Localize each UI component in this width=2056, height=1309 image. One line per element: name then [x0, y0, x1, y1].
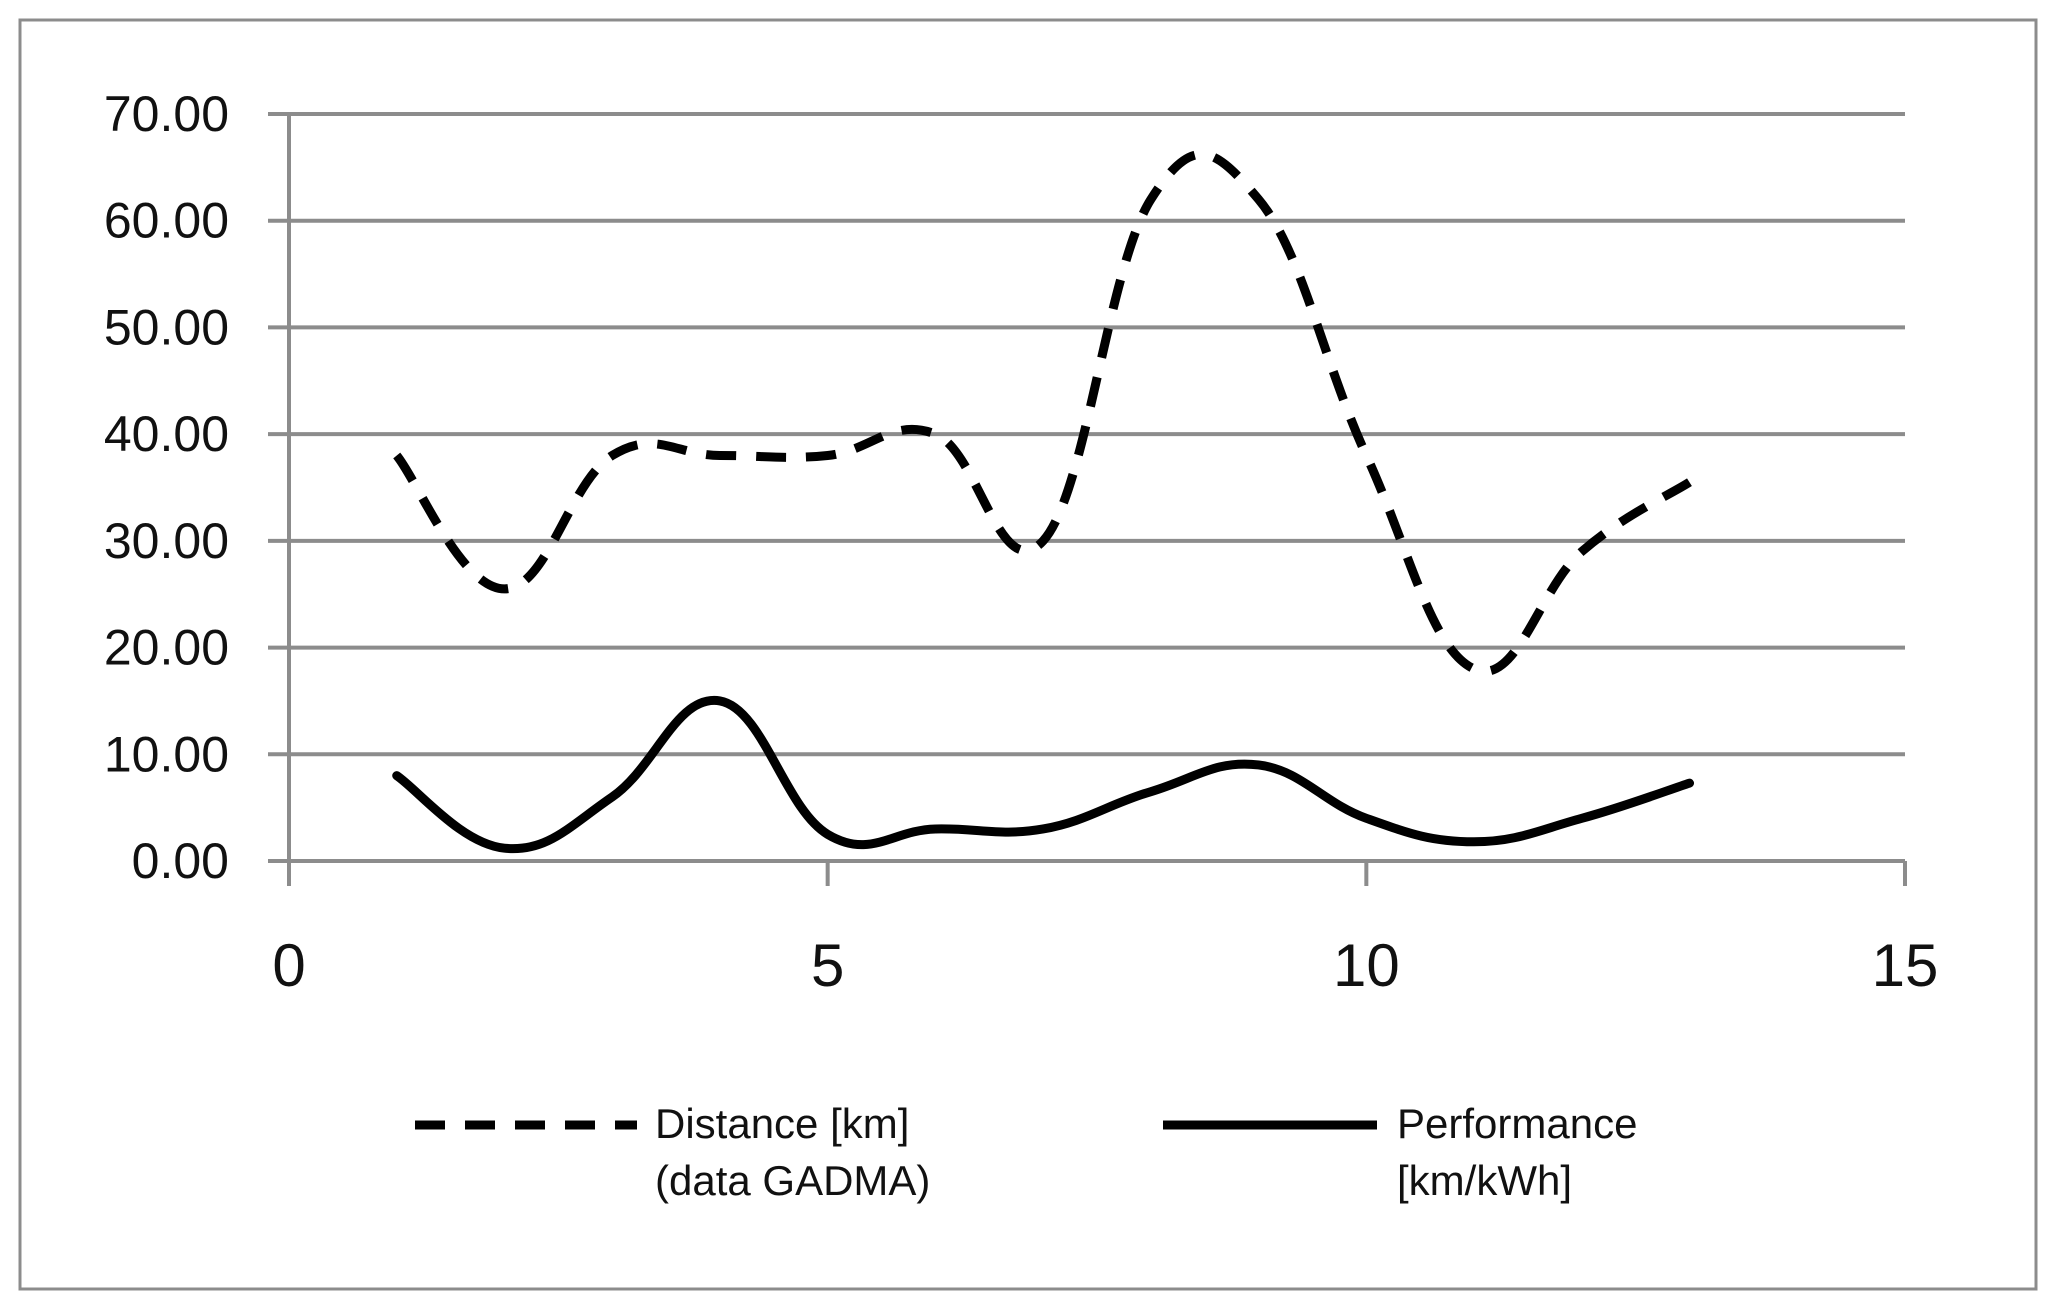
y-tick-label: 30.00 [104, 513, 229, 569]
y-tick-label: 60.00 [104, 193, 229, 249]
legend: Distance [km] (data GADMA) Performance [km/… [415, 1100, 1637, 1204]
series-line-performance [392, 696, 1695, 854]
y-tick-label: 70.00 [104, 86, 229, 142]
legend-label: [km/kWh] [1397, 1157, 1572, 1204]
legend-label: Performance [1397, 1100, 1637, 1147]
series-line-distance [393, 150, 1692, 676]
y-tick-label: 0.00 [132, 833, 229, 889]
y-tick-label: 40.00 [104, 406, 229, 462]
legend-label: Distance [km] [655, 1100, 909, 1147]
chart-border [18, 18, 2038, 1291]
legend-label: (data GADMA) [655, 1157, 930, 1204]
x-tick-label: 0 [272, 932, 305, 999]
x-tick-label: 10 [1333, 932, 1400, 999]
x-tick-label: 5 [811, 932, 844, 999]
series-lines [392, 150, 1695, 854]
y-tick-label: 50.00 [104, 299, 229, 355]
axes: 0.00 10.00 20.00 30.00 40.00 50.00 60.00 70.00 0… [104, 86, 1939, 999]
x-tick-label: 15 [1872, 932, 1939, 999]
y-tick-label: 10.00 [104, 726, 229, 782]
y-tick-label: 20.00 [104, 620, 229, 676]
